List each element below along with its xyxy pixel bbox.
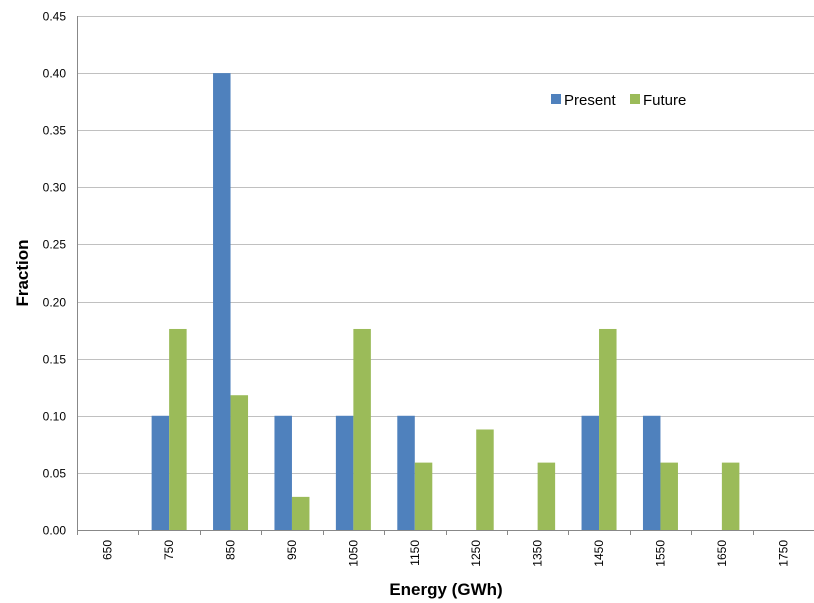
x-tick-labels: 650 750 850 950 1050 1150 1250 1350 1450 1550 1650… bbox=[101, 540, 791, 567]
y-tick-label: 0.25 bbox=[43, 238, 67, 252]
x-tick-label: 950 bbox=[285, 540, 299, 560]
x-tick-label: 1150 bbox=[408, 540, 422, 566]
bar-future-1650 bbox=[721, 462, 740, 530]
legend-label-future: Future bbox=[643, 92, 686, 109]
bar-present-1450 bbox=[581, 415, 600, 530]
bars bbox=[151, 73, 740, 530]
bar-present-850 bbox=[213, 73, 231, 530]
x-tick-label: 1750 bbox=[776, 540, 790, 567]
bar-present-1550 bbox=[642, 415, 661, 530]
y-tick-label: 0.05 bbox=[43, 467, 67, 481]
legend-swatch-present bbox=[551, 94, 561, 104]
x-tick-label: 1450 bbox=[592, 540, 606, 567]
bar-future-1150 bbox=[414, 462, 433, 530]
y-tick-label: 0.20 bbox=[43, 296, 67, 310]
x-tick-label: 750 bbox=[162, 540, 176, 560]
x-axis-title: Energy (GWh) bbox=[389, 580, 502, 599]
bar-future-850 bbox=[230, 395, 249, 530]
axes bbox=[77, 16, 814, 535]
bar-future-1450 bbox=[599, 328, 617, 530]
bar-future-1550 bbox=[660, 462, 678, 530]
x-tick-label: 1550 bbox=[653, 540, 667, 567]
y-tick-label: 0.30 bbox=[43, 181, 67, 195]
legend-label-present: Present bbox=[564, 92, 617, 109]
bar-future-1250 bbox=[476, 429, 494, 530]
bar-future-750 bbox=[169, 328, 187, 530]
bar-future-1350 bbox=[537, 462, 556, 530]
x-tick-label: 850 bbox=[224, 540, 238, 560]
y-tick-label: 0.35 bbox=[43, 124, 67, 138]
bar-future-1050 bbox=[353, 328, 371, 530]
x-tick-label: 1050 bbox=[346, 540, 360, 567]
bar-present-1050 bbox=[335, 415, 354, 530]
bar-future-950 bbox=[291, 496, 310, 530]
x-tick-label: 650 bbox=[101, 540, 115, 560]
y-tick-label: 0.10 bbox=[43, 410, 67, 424]
x-tick-label: 1350 bbox=[531, 540, 545, 567]
y-tick-label: 0.40 bbox=[43, 67, 67, 81]
y-tick-label: 0.00 bbox=[43, 524, 67, 538]
bar-present-1150 bbox=[397, 415, 415, 530]
y-tick-label: 0.45 bbox=[43, 10, 67, 24]
x-tick-label: 1250 bbox=[469, 540, 483, 567]
y-axis-title: Fraction bbox=[13, 239, 32, 306]
bar-present-750 bbox=[151, 415, 170, 530]
gridlines bbox=[77, 16, 814, 474]
legend-swatch-future bbox=[630, 94, 640, 104]
bar-present-950 bbox=[274, 415, 292, 530]
y-tick-labels: 0.00 0.05 0.10 0.15 0.20 0.25 0.30 0.35 0.40 0.45 bbox=[43, 10, 67, 538]
x-tick-label: 1650 bbox=[715, 540, 729, 567]
legend: Present Future bbox=[551, 92, 686, 109]
y-tick-label: 0.15 bbox=[43, 353, 67, 367]
